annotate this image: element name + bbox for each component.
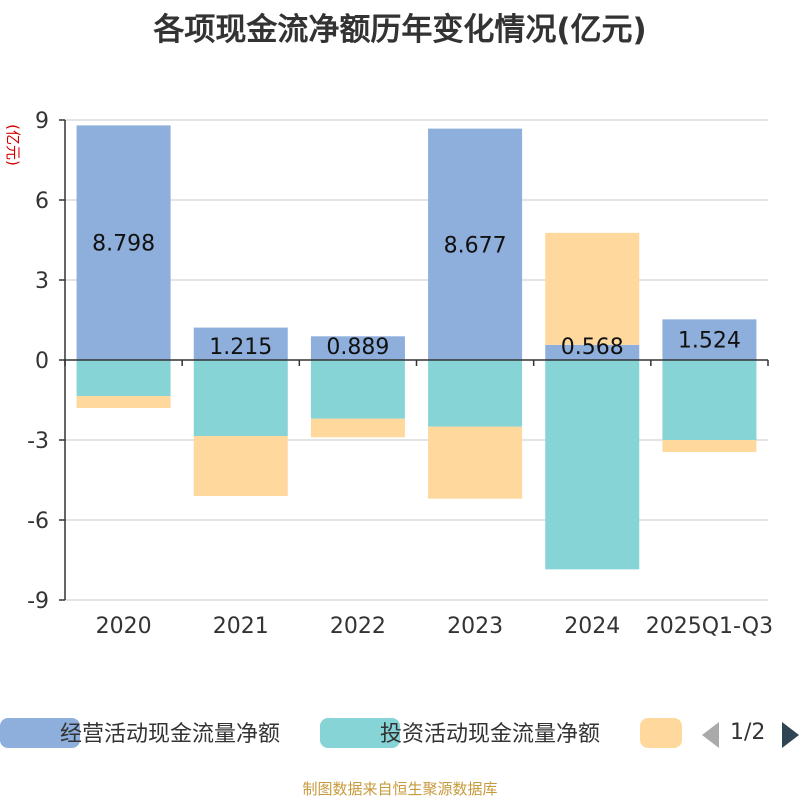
data-label-2025Q1-Q3: 1.524 bbox=[678, 329, 741, 354]
bar-series2-2025Q1-Q3 bbox=[662, 440, 757, 452]
bar-series2-2023 bbox=[428, 426, 523, 499]
data-label-2023: 8.677 bbox=[444, 233, 507, 258]
y-tick-label: 3 bbox=[35, 269, 49, 294]
bar-series0-2024 bbox=[545, 344, 640, 360]
x-tick-label-2025Q1-Q3: 2025Q1-Q3 bbox=[646, 614, 773, 639]
x-tick-label-2020: 2020 bbox=[96, 614, 152, 639]
bar-series2-2022 bbox=[310, 418, 405, 438]
legend-label-operating: 经营活动现金流量净额 bbox=[60, 722, 281, 747]
source-note: 制图数据来自恒生聚源数据库 bbox=[302, 780, 498, 798]
data-label-2021: 1.215 bbox=[209, 335, 272, 360]
legend-swatch-operating bbox=[0, 718, 80, 748]
bar-series1-2023 bbox=[428, 360, 523, 427]
bar-series1-2021 bbox=[193, 360, 288, 436]
y-tick-label: -6 bbox=[27, 509, 49, 534]
bar-series0-2020 bbox=[76, 125, 171, 361]
legend: 经营活动现金流量净额 投资活动现金流量净额 1/2 bbox=[0, 714, 800, 754]
legend-swatch-investing bbox=[320, 718, 400, 748]
bar-series1-2022 bbox=[310, 360, 405, 419]
bar-series2-2021 bbox=[193, 436, 288, 496]
y-tick-label: -9 bbox=[27, 589, 49, 614]
x-tick-label-2021: 2021 bbox=[213, 614, 269, 639]
bar-layer bbox=[76, 125, 757, 570]
bar-series0-2022 bbox=[310, 336, 405, 360]
y-tick-label: -3 bbox=[27, 429, 49, 454]
y-tick-label: 6 bbox=[35, 189, 49, 214]
bar-series0-2021 bbox=[193, 327, 288, 360]
legend-label-investing: 投资活动现金流量净额 bbox=[380, 722, 601, 747]
legend-next-icon[interactable] bbox=[782, 722, 799, 748]
data-label-2022: 0.889 bbox=[326, 335, 389, 360]
bar-series2-2020 bbox=[76, 396, 171, 408]
bar-series1-2020 bbox=[76, 360, 171, 396]
bar-series1-2025Q1-Q3 bbox=[662, 360, 757, 440]
bar-series2-2024 bbox=[545, 232, 640, 345]
x-tick-label-2024: 2024 bbox=[564, 614, 620, 639]
x-tick-label-2023: 2023 bbox=[447, 614, 503, 639]
y-tick-label: 0 bbox=[35, 349, 49, 374]
data-label-2020: 8.798 bbox=[92, 232, 155, 257]
data-label-2024: 0.568 bbox=[561, 335, 624, 360]
label-layer: 8.798 1.215 0.889 8.677 0.568 1.524 bbox=[92, 232, 741, 360]
y-tick-label: 9 bbox=[35, 109, 49, 134]
legend-swatch-third bbox=[640, 718, 682, 748]
legend-page-indicator: 1/2 bbox=[730, 720, 766, 745]
legend-pager: 1/2 bbox=[700, 720, 800, 750]
axis-layer: 9 6 3 0 -3 -6 -9 2020 2021 2022 2023 2024 2025Q1-Q3 bbox=[27, 109, 773, 639]
legend-prev-icon[interactable] bbox=[702, 722, 719, 748]
y-axis-title: (亿元) bbox=[4, 124, 22, 166]
bar-series0-2025Q1-Q3 bbox=[662, 319, 757, 360]
x-tick-label-2022: 2022 bbox=[330, 614, 386, 639]
bar-series1-2024 bbox=[545, 360, 640, 570]
chart-title: 各项现金流净额历年变化情况(亿元) bbox=[153, 12, 647, 48]
bar-series0-2023 bbox=[428, 128, 523, 360]
